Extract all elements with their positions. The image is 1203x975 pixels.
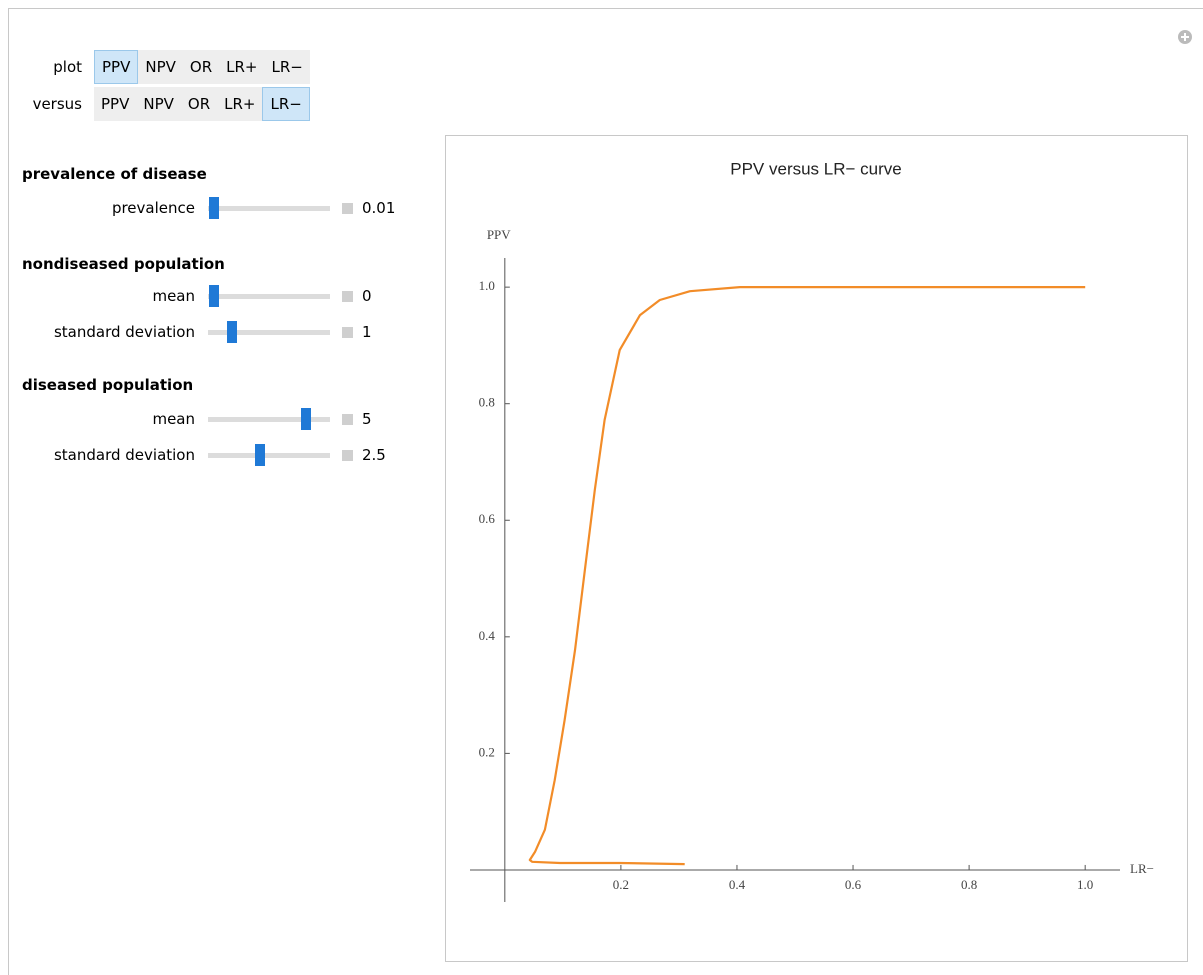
section-title: prevalence of disease (22, 165, 207, 183)
option-button[interactable]: LR− (262, 87, 310, 121)
x-tick-label: 1.0 (1077, 877, 1093, 892)
slider-label: standard deviation (53, 446, 195, 464)
slider-label: prevalence (111, 199, 195, 217)
y-tick-label: 0.6 (479, 511, 496, 526)
option-button[interactable]: LR− (271, 58, 303, 76)
selector-label: plot (53, 58, 82, 76)
slider-track[interactable] (208, 453, 330, 458)
slider-value: 1 (362, 323, 372, 341)
slider-thumb[interactable] (301, 408, 311, 430)
x-tick-label: 0.2 (613, 877, 629, 892)
slider-value: 5 (362, 410, 372, 428)
slider-track[interactable] (208, 417, 330, 422)
frame (8, 8, 1203, 975)
options-icon[interactable] (1177, 29, 1193, 45)
y-tick-label: 0.8 (479, 395, 495, 410)
slider-track[interactable] (208, 206, 330, 211)
option-button[interactable]: LR+ (226, 58, 258, 76)
x-tick-label: 0.6 (845, 877, 862, 892)
slider-expand[interactable] (342, 450, 353, 461)
option-button[interactable]: NPV (145, 58, 176, 76)
y-axis-label: PPV (487, 227, 511, 242)
x-tick-label: 0.8 (961, 877, 977, 892)
slider-thumb[interactable] (255, 444, 265, 466)
option-button[interactable]: NPV (143, 95, 174, 113)
selector-label: versus (32, 95, 82, 113)
x-tick-label: 0.4 (729, 877, 746, 892)
y-tick-label: 0.4 (479, 628, 496, 643)
option-button[interactable]: OR (189, 58, 213, 76)
section-title: nondiseased population (22, 255, 225, 273)
x-axis-label: LR− (1130, 861, 1154, 876)
slider-value: 0 (362, 287, 372, 305)
slider-value: 2.5 (362, 446, 386, 464)
option-button[interactable]: LR+ (224, 95, 256, 113)
slider-label: mean (152, 410, 195, 428)
slider-expand[interactable] (342, 291, 353, 302)
slider-label: standard deviation (53, 323, 195, 341)
curve (528, 286, 1086, 866)
y-tick-label: 0.2 (479, 744, 495, 759)
slider-thumb[interactable] (227, 321, 237, 343)
option-button[interactable]: PPV (101, 95, 130, 113)
slider-value: 0.01 (362, 199, 396, 217)
slider-track[interactable] (208, 294, 330, 299)
slider-track[interactable] (208, 330, 330, 335)
slider-expand[interactable] (342, 203, 353, 214)
slider-expand[interactable] (342, 414, 353, 425)
section-title: diseased population (22, 376, 194, 394)
plot-panel (445, 135, 1188, 962)
slider-expand[interactable] (342, 327, 353, 338)
slider-thumb[interactable] (209, 285, 219, 307)
slider-label: mean (152, 287, 195, 305)
option-button[interactable]: OR (187, 95, 211, 113)
button-bar: PPV NPV OR LR+ LR− (94, 87, 310, 121)
y-tick-label: 1.0 (479, 278, 495, 293)
button-bar: PPV NPV OR LR+ LR− (94, 50, 310, 84)
option-button[interactable]: PPV (94, 50, 139, 84)
slider-thumb[interactable] (209, 197, 219, 219)
chart-title: PPV versus LR− curve (730, 159, 902, 178)
